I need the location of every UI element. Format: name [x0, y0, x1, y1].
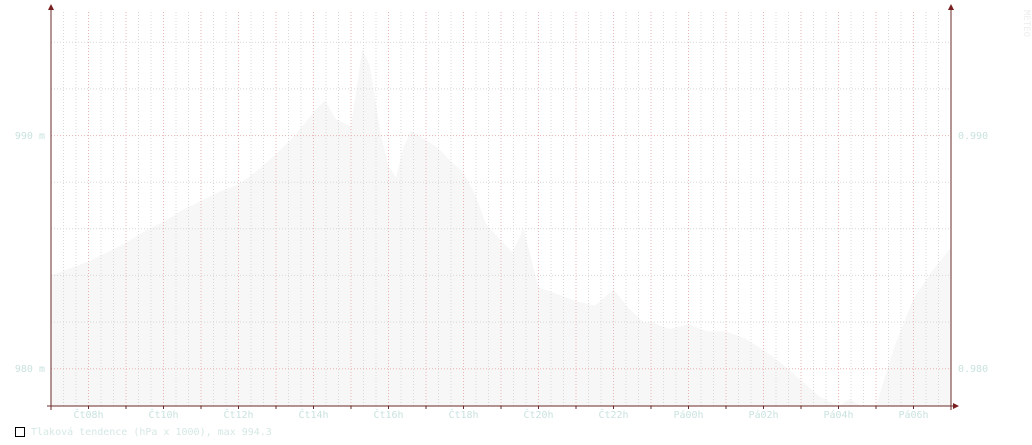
x-tick-label: Čt12h: [223, 408, 253, 421]
y-axis-right-arrow: [948, 4, 954, 10]
x-tick-label: Pá04h: [823, 409, 853, 421]
axis-layer: [47, 4, 959, 410]
x-tick-label: Čt08h: [73, 408, 103, 421]
x-tick-label: Čt14h: [298, 408, 328, 421]
area-layer: [51, 49, 951, 407]
chart-watermark: METEO: [1021, 10, 1031, 37]
x-tick-label: Pá06h: [898, 409, 928, 421]
grid-layer: [50, 12, 952, 406]
legend: Tlaková tendence (hPa x 1000), max 994.3: [15, 425, 272, 439]
x-tick-label: Čt22h: [598, 408, 628, 421]
y-tick-label-left: 990 m: [15, 131, 45, 142]
y-tick-label-right: 0.990: [958, 131, 988, 142]
series-area-0: [51, 49, 951, 407]
watermark-text: METEO: [1021, 10, 1031, 37]
label-layer: Čt08h Čt10h Čt12h Čt14h Čt16h Čt18h Čt20h Čt22h…: [15, 131, 988, 421]
y-axis-left-arrow: [48, 4, 54, 10]
y-tick-label-right: 0.980: [958, 364, 988, 375]
x-tick-label: Čt20h: [523, 408, 553, 421]
y-tick-label-left: 980 m: [15, 364, 45, 375]
x-axis-arrow: [953, 403, 959, 409]
legend-swatch: [15, 427, 25, 437]
legend-series-name: Tlaková tendence (hPa x 1000), max 994.3: [31, 426, 272, 438]
x-tick-label: Pá02h: [748, 409, 778, 421]
x-tick-label: Čt18h: [448, 408, 478, 421]
x-tick-label: Čt10h: [148, 408, 178, 421]
x-tick-label: Pá00h: [673, 409, 703, 421]
x-tick-label: Čt16h: [373, 408, 403, 421]
